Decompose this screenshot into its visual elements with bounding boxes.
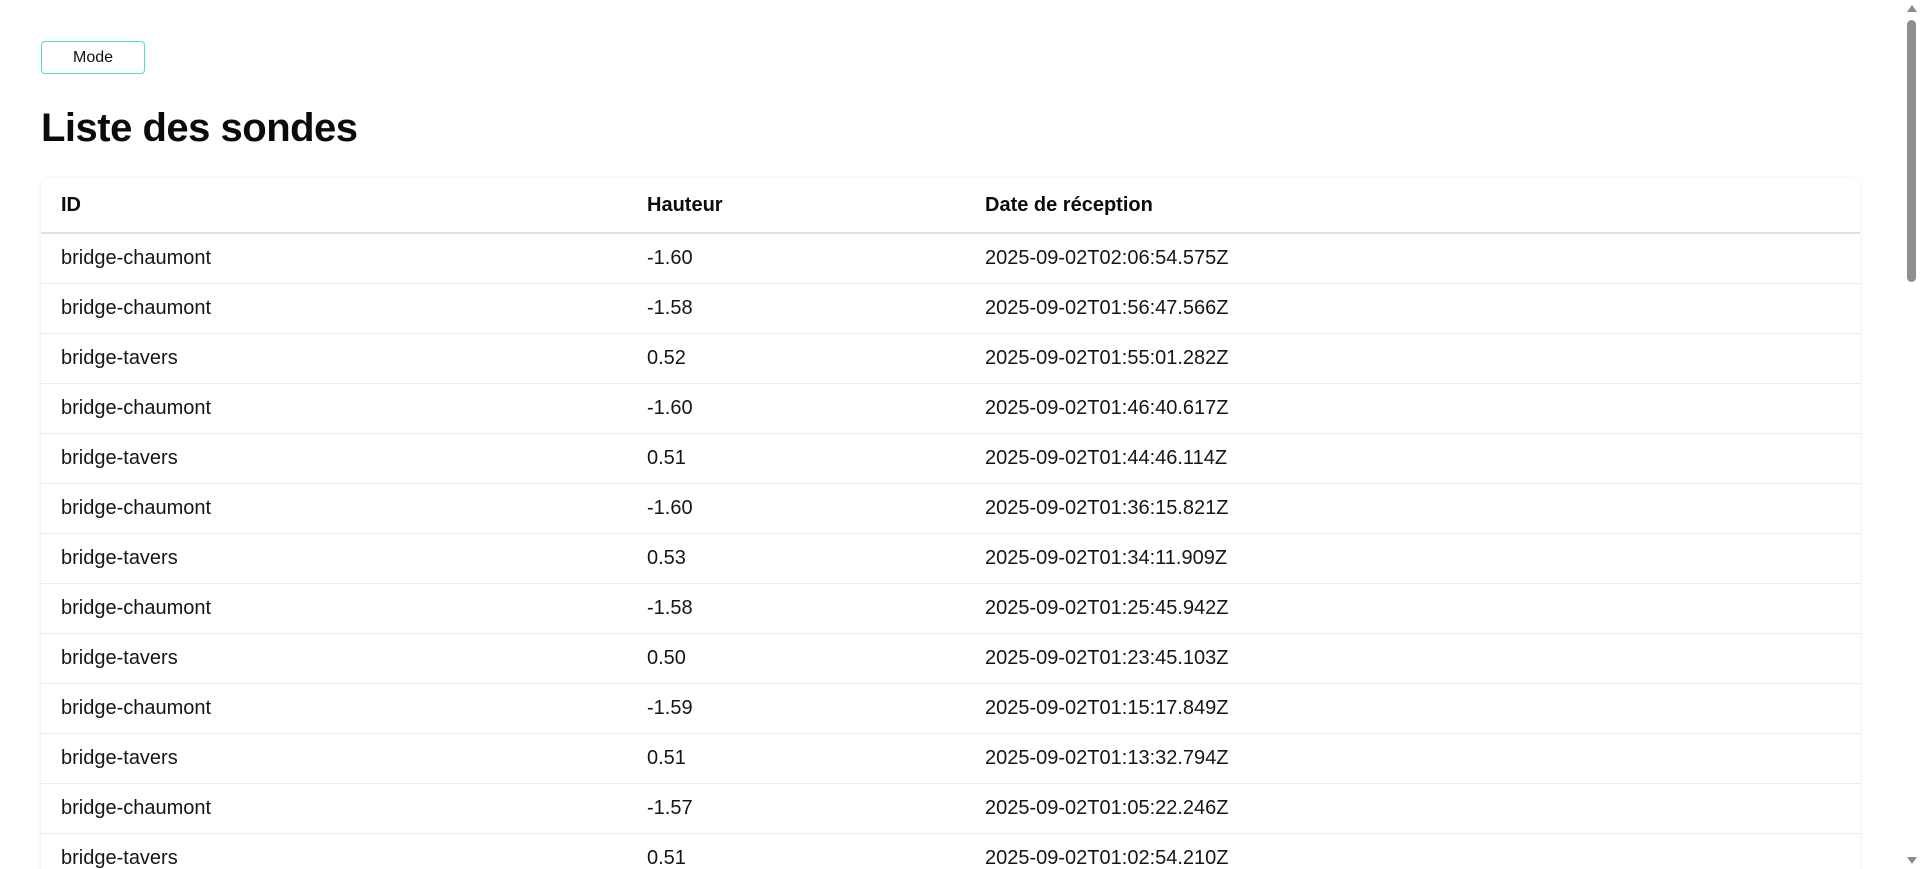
scroll-thumb[interactable] (1907, 20, 1916, 282)
cell-hauteur: 0.50 (627, 633, 965, 684)
table-row: bridge-chaumont -1.58 2025-09-02T01:56:47.… (41, 283, 1860, 334)
cell-hauteur: 0.51 (627, 833, 965, 869)
cell-date: 2025-09-02T02:06:54.575Z (965, 233, 1860, 284)
table-row: bridge-chaumont -1.59 2025-09-02T01:15:17.… (41, 683, 1860, 734)
cell-hauteur: 0.51 (627, 733, 965, 784)
cell-date: 2025-09-02T01:02:54.210Z (965, 833, 1860, 869)
cell-date: 2025-09-02T01:56:47.566Z (965, 283, 1860, 334)
cell-date: 2025-09-02T01:05:22.246Z (965, 783, 1860, 834)
cell-id: bridge-tavers (41, 733, 627, 784)
cell-date: 2025-09-02T01:46:40.617Z (965, 383, 1860, 434)
cell-id: bridge-chaumont (41, 683, 627, 734)
cell-date: 2025-09-02T01:36:15.821Z (965, 483, 1860, 534)
table-row: bridge-tavers 0.50 2025-09-02T01:23:45.103… (41, 633, 1860, 684)
cell-id: bridge-tavers (41, 533, 627, 584)
table-row: bridge-tavers 0.51 2025-09-02T01:13:32.794… (41, 733, 1860, 784)
table-row: bridge-chaumont -1.57 2025-09-02T01:05:22.… (41, 783, 1860, 834)
cell-date: 2025-09-02T01:13:32.794Z (965, 733, 1860, 784)
cell-hauteur: -1.59 (627, 683, 965, 734)
table-row: bridge-tavers 0.52 2025-09-02T01:55:01.282… (41, 333, 1860, 384)
page-title: Liste des sondes (41, 106, 358, 150)
cell-hauteur: -1.60 (627, 383, 965, 434)
column-header-date: Date de réception (965, 178, 1860, 234)
cell-hauteur: -1.58 (627, 583, 965, 634)
table-header-row: ID Hauteur Date de réception (41, 178, 1860, 234)
cell-id: bridge-chaumont (41, 483, 627, 534)
mode-button[interactable]: Mode (41, 41, 145, 74)
cell-hauteur: 0.51 (627, 433, 965, 484)
cell-id: bridge-chaumont (41, 283, 627, 334)
cell-id: bridge-chaumont (41, 583, 627, 634)
column-header-hauteur: Hauteur (627, 178, 965, 234)
cell-id: bridge-tavers (41, 433, 627, 484)
cell-id: bridge-tavers (41, 633, 627, 684)
cell-hauteur: -1.57 (627, 783, 965, 834)
cell-date: 2025-09-02T01:23:45.103Z (965, 633, 1860, 684)
cell-hauteur: 0.52 (627, 333, 965, 384)
cell-id: bridge-chaumont (41, 383, 627, 434)
table-body: bridge-chaumont -1.60 2025-09-02T02:06:54.… (41, 233, 1860, 869)
cell-id: bridge-chaumont (41, 783, 627, 834)
cell-hauteur: 0.53 (627, 533, 965, 584)
table-row: bridge-tavers 0.51 2025-09-02T01:44:46.114… (41, 433, 1860, 484)
cell-hauteur: -1.58 (627, 283, 965, 334)
cell-date: 2025-09-02T01:34:11.909Z (965, 533, 1860, 584)
cell-id: bridge-tavers (41, 833, 627, 869)
cell-hauteur: -1.60 (627, 233, 965, 284)
cell-hauteur: -1.60 (627, 483, 965, 534)
sondes-table-card: ID Hauteur Date de réception bridge-chau… (41, 178, 1860, 869)
cell-id: bridge-tavers (41, 333, 627, 384)
table-row: bridge-chaumont -1.60 2025-09-02T02:06:54.… (41, 233, 1860, 284)
column-header-id: ID (41, 178, 627, 234)
table-row: bridge-tavers 0.51 2025-09-02T01:02:54.210… (41, 833, 1860, 869)
cell-date: 2025-09-02T01:44:46.114Z (965, 433, 1860, 484)
scroll-down-arrow-icon[interactable] (1907, 857, 1917, 864)
table-row: bridge-tavers 0.53 2025-09-02T01:34:11.909… (41, 533, 1860, 584)
cell-date: 2025-09-02T01:25:45.942Z (965, 583, 1860, 634)
sondes-table: ID Hauteur Date de réception bridge-chau… (41, 178, 1860, 869)
scroll-up-arrow-icon[interactable] (1907, 5, 1917, 12)
table-row: bridge-chaumont -1.60 2025-09-02T01:36:15.… (41, 483, 1860, 534)
vertical-scrollbar[interactable] (1903, 0, 1920, 869)
cell-date: 2025-09-02T01:15:17.849Z (965, 683, 1860, 734)
table-row: bridge-chaumont -1.60 2025-09-02T01:46:40.… (41, 383, 1860, 434)
cell-date: 2025-09-02T01:55:01.282Z (965, 333, 1860, 384)
cell-id: bridge-chaumont (41, 233, 627, 284)
table-row: bridge-chaumont -1.58 2025-09-02T01:25:45.… (41, 583, 1860, 634)
